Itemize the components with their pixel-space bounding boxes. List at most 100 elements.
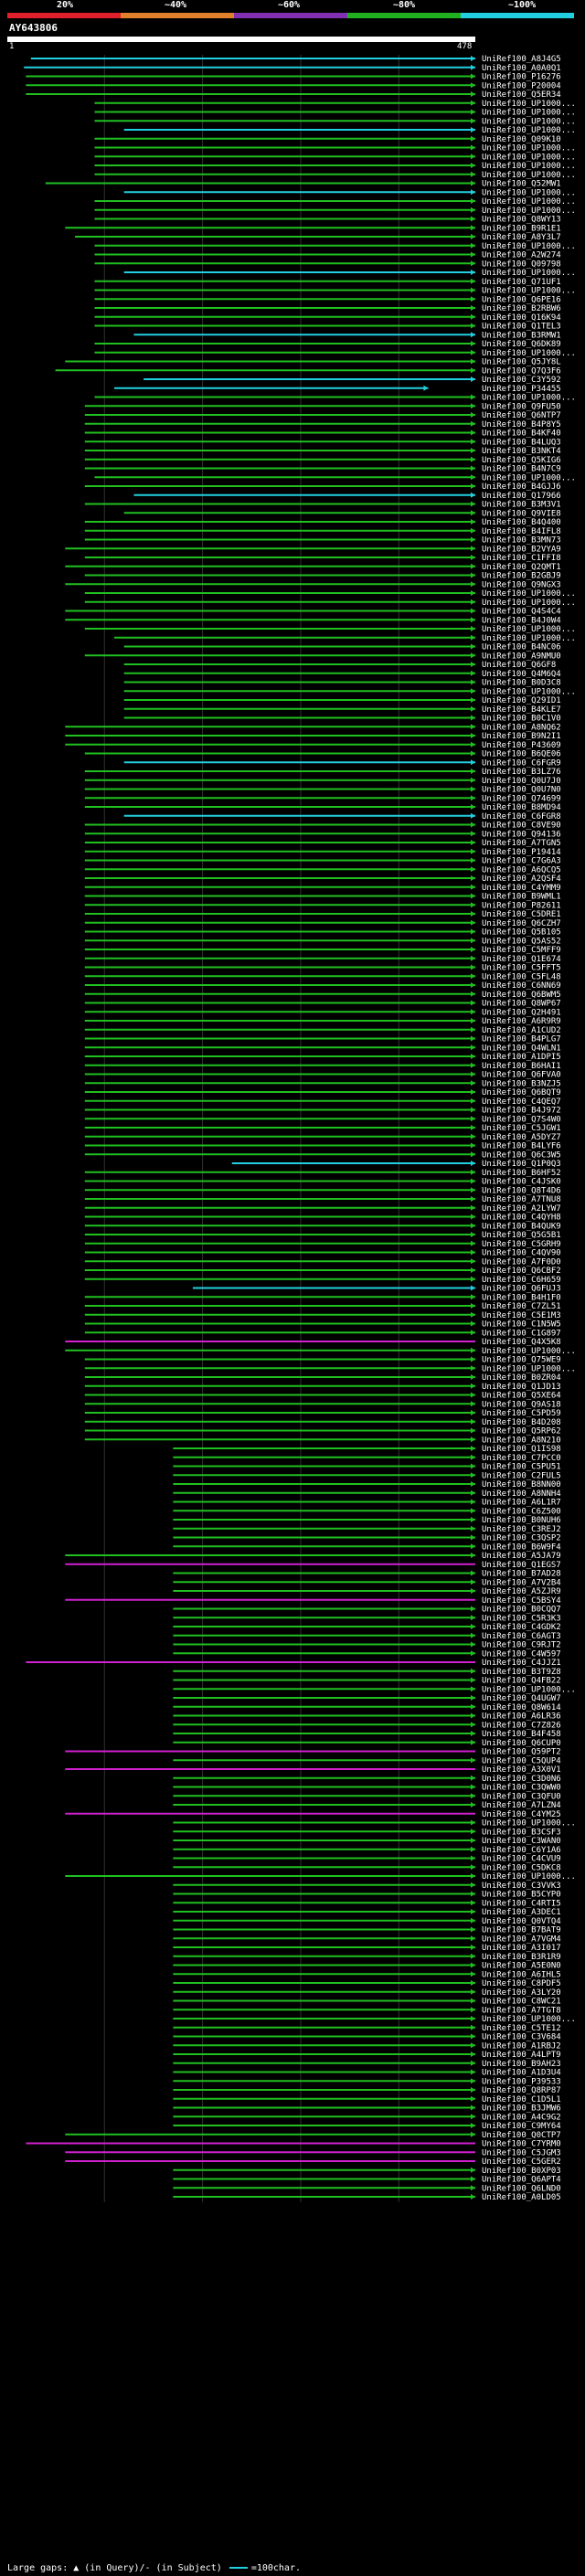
hit-label[interactable]: UniRef100_Q5XE64 xyxy=(482,1392,561,1401)
hit-label[interactable]: UniRef100_C5QUP4 xyxy=(482,1756,561,1765)
hit-row[interactable]: UniRef100_A7TGN5 xyxy=(84,839,561,848)
hit-row[interactable]: UniRef100_B2GBJ9 xyxy=(84,572,561,581)
hit-label[interactable]: UniRef100_UP1000... xyxy=(482,1872,576,1882)
hit-row[interactable]: UniRef100_C9RJT2 xyxy=(173,1641,561,1650)
hit-label[interactable]: UniRef100_C4YMM9 xyxy=(482,884,561,893)
hit-row[interactable]: UniRef100_C5FL48 xyxy=(84,972,561,981)
hit-row[interactable]: UniRef100_UP1000... xyxy=(123,687,576,696)
hit-row[interactable]: UniRef100_UP1000... xyxy=(84,589,576,599)
hit-label[interactable]: UniRef100_B4J0W4 xyxy=(482,616,561,625)
hit-label[interactable]: UniRef100_A5E0N0 xyxy=(482,1962,561,1971)
hit-row[interactable]: UniRef100_P82611 xyxy=(84,901,561,910)
hit-row[interactable]: UniRef100_Q29ID1 xyxy=(123,696,561,705)
hit-label[interactable]: UniRef100_Q1TEL3 xyxy=(482,323,561,332)
hit-label[interactable]: UniRef100_C1N5W5 xyxy=(482,1320,561,1330)
hit-label[interactable]: UniRef100_UP1000... xyxy=(482,100,576,109)
hit-row[interactable]: UniRef100_C4QV90 xyxy=(84,1249,561,1258)
hit-row[interactable]: UniRef100_C8VE90 xyxy=(84,822,561,831)
hit-label[interactable]: UniRef100_A7V2B4 xyxy=(482,1578,561,1587)
hit-row[interactable]: UniRef100_UP1000... xyxy=(65,1347,576,1356)
hit-row[interactable]: UniRef100_Q9AS18 xyxy=(84,1400,561,1409)
hit-row[interactable]: UniRef100_C3QSP2 xyxy=(173,1534,561,1543)
hit-label[interactable]: UniRef100_UP1000... xyxy=(482,349,576,358)
hit-label[interactable]: UniRef100_C5DRE1 xyxy=(482,910,561,919)
hit-row[interactable]: UniRef100_UP1000... xyxy=(113,634,576,643)
hit-label[interactable]: UniRef100_A0LD05 xyxy=(482,2193,561,2202)
hit-label[interactable]: UniRef100_A8Y3L7 xyxy=(482,233,561,242)
hit-row[interactable]: UniRef100_Q0CTP7 xyxy=(65,2131,561,2140)
hit-row[interactable]: UniRef100_A7F0D0 xyxy=(84,1257,561,1267)
hit-label[interactable]: UniRef100_Q1EGS7 xyxy=(482,1561,561,1570)
hit-row[interactable]: UniRef100_C3V684 xyxy=(173,2033,561,2042)
hit-row[interactable]: UniRef100_C3D0N6 xyxy=(173,1775,561,1784)
hit-row[interactable]: UniRef100_Q2QMT1 xyxy=(65,563,561,572)
hit-label[interactable]: UniRef100_C3VVK3 xyxy=(482,1882,561,1891)
hit-row[interactable]: UniRef100_A8NNH4 xyxy=(173,1489,561,1499)
hit-row[interactable]: UniRef100_UP1000... xyxy=(94,287,576,296)
hit-label[interactable]: UniRef100_C5PD59 xyxy=(482,1409,561,1418)
hit-row[interactable]: UniRef100_Q1TEL3 xyxy=(94,323,561,332)
hit-row[interactable]: UniRef100_C6FGR9 xyxy=(123,758,561,768)
hit-row[interactable]: UniRef100_Q6CBF2 xyxy=(84,1267,561,1276)
hit-label[interactable]: UniRef100_B2VYA9 xyxy=(482,545,561,554)
hit-label[interactable]: UniRef100_Q6APT4 xyxy=(482,2176,561,2185)
hit-label[interactable]: UniRef100_C7G6A3 xyxy=(482,857,561,866)
hit-label[interactable]: UniRef100_C3QFU0 xyxy=(482,1792,561,1801)
hit-label[interactable]: UniRef100_A5DYZ7 xyxy=(482,1133,561,1142)
hit-row[interactable]: UniRef100_Q52MW1 xyxy=(45,180,561,189)
hit-label[interactable]: UniRef100_A6QCQ5 xyxy=(482,865,561,875)
hit-label[interactable]: UniRef100_Q0U7J0 xyxy=(482,777,561,786)
hit-row[interactable]: UniRef100_Q9VIE8 xyxy=(123,509,561,518)
hit-row[interactable]: UniRef100_Q6CUP0 xyxy=(173,1739,561,1748)
hit-row[interactable]: UniRef100_B4N7C9 xyxy=(84,465,561,474)
hit-row[interactable]: UniRef100_Q6BQT9 xyxy=(84,1088,561,1097)
hit-row[interactable]: UniRef100_Q0U7J0 xyxy=(84,777,561,786)
hit-row[interactable]: UniRef100_C6Y1A6 xyxy=(173,1846,561,1855)
hit-row[interactable]: UniRef100_A4LPT9 xyxy=(173,2051,561,2060)
hit-label[interactable]: UniRef100_C1D5L1 xyxy=(482,2095,561,2104)
hit-row[interactable]: UniRef100_Q17966 xyxy=(133,492,561,501)
hit-label[interactable]: UniRef100_Q5RP62 xyxy=(482,1427,561,1436)
hit-label[interactable]: UniRef100_B4D208 xyxy=(482,1418,561,1427)
hit-label[interactable]: UniRef100_B4F458 xyxy=(482,1730,561,1739)
hit-label[interactable]: UniRef100_UP1000... xyxy=(482,1364,576,1373)
hit-label[interactable]: UniRef100_Q9FU50 xyxy=(482,402,561,411)
hit-label[interactable]: UniRef100_Q4X5K8 xyxy=(482,1338,561,1347)
hit-label[interactable]: UniRef100_Q5B105 xyxy=(482,928,561,938)
hit-row[interactable]: UniRef100_C4YMM9 xyxy=(84,884,561,893)
hit-label[interactable]: UniRef100_C5FL48 xyxy=(482,972,561,981)
hit-row[interactable]: UniRef100_UP1000... xyxy=(94,109,576,118)
hit-row[interactable]: UniRef100_A6L1R7 xyxy=(173,1499,561,1508)
hit-row[interactable]: UniRef100_C4CVU9 xyxy=(173,1855,561,1864)
hit-row[interactable]: UniRef100_B2VYA9 xyxy=(65,545,561,554)
hit-row[interactable]: UniRef100_B9WML1 xyxy=(84,893,561,902)
hit-label[interactable]: UniRef100_Q4UGW7 xyxy=(482,1694,561,1703)
hit-row[interactable]: UniRef100_C4JJZ1 xyxy=(26,1659,561,1668)
hit-label[interactable]: UniRef100_B3T9Z8 xyxy=(482,1668,561,1677)
hit-row[interactable]: UniRef100_C5PD59 xyxy=(84,1409,561,1418)
hit-label[interactable]: UniRef100_A8J4G5 xyxy=(482,55,561,64)
hit-label[interactable]: UniRef100_P43609 xyxy=(482,741,561,750)
hit-label[interactable]: UniRef100_B4GJJ6 xyxy=(482,482,561,492)
hit-label[interactable]: UniRef100_Q59PT2 xyxy=(482,1748,561,1757)
hit-row[interactable]: UniRef100_A6LR36 xyxy=(173,1712,561,1722)
hit-label[interactable]: UniRef100_B7AD28 xyxy=(482,1570,561,1579)
hit-label[interactable]: UniRef100_B3JMW6 xyxy=(482,2104,561,2114)
hit-row[interactable]: UniRef100_UP1000... xyxy=(94,242,576,251)
hit-label[interactable]: UniRef100_UP1000... xyxy=(482,634,576,643)
hit-row[interactable]: UniRef100_C4RTI5 xyxy=(173,1899,561,1908)
hit-label[interactable]: UniRef100_A3DEC1 xyxy=(482,1908,561,1917)
hit-label[interactable]: UniRef100_B0ZR04 xyxy=(482,1373,561,1383)
hit-label[interactable]: UniRef100_C3QWW0 xyxy=(482,1784,561,1793)
hit-row[interactable]: UniRef100_C7YRM0 xyxy=(26,2140,561,2149)
hit-row[interactable]: UniRef100_C3WAN0 xyxy=(173,1837,561,1846)
hit-row[interactable]: UniRef100_Q16K94 xyxy=(94,313,561,323)
hit-label[interactable]: UniRef100_A8NQ62 xyxy=(482,723,561,732)
hit-row[interactable]: UniRef100_UP1000... xyxy=(94,117,576,126)
hit-row[interactable]: UniRef100_UP1000... xyxy=(84,1364,576,1373)
hit-label[interactable]: UniRef100_C6FGR9 xyxy=(482,758,561,768)
hit-row[interactable]: UniRef100_C5E1M3 xyxy=(84,1311,561,1320)
hit-row[interactable]: UniRef100_Q7S4W0 xyxy=(84,1115,561,1124)
hit-label[interactable]: UniRef100_B0D3C8 xyxy=(482,679,561,688)
hit-row[interactable]: UniRef100_B3R1R9 xyxy=(173,1953,561,1962)
